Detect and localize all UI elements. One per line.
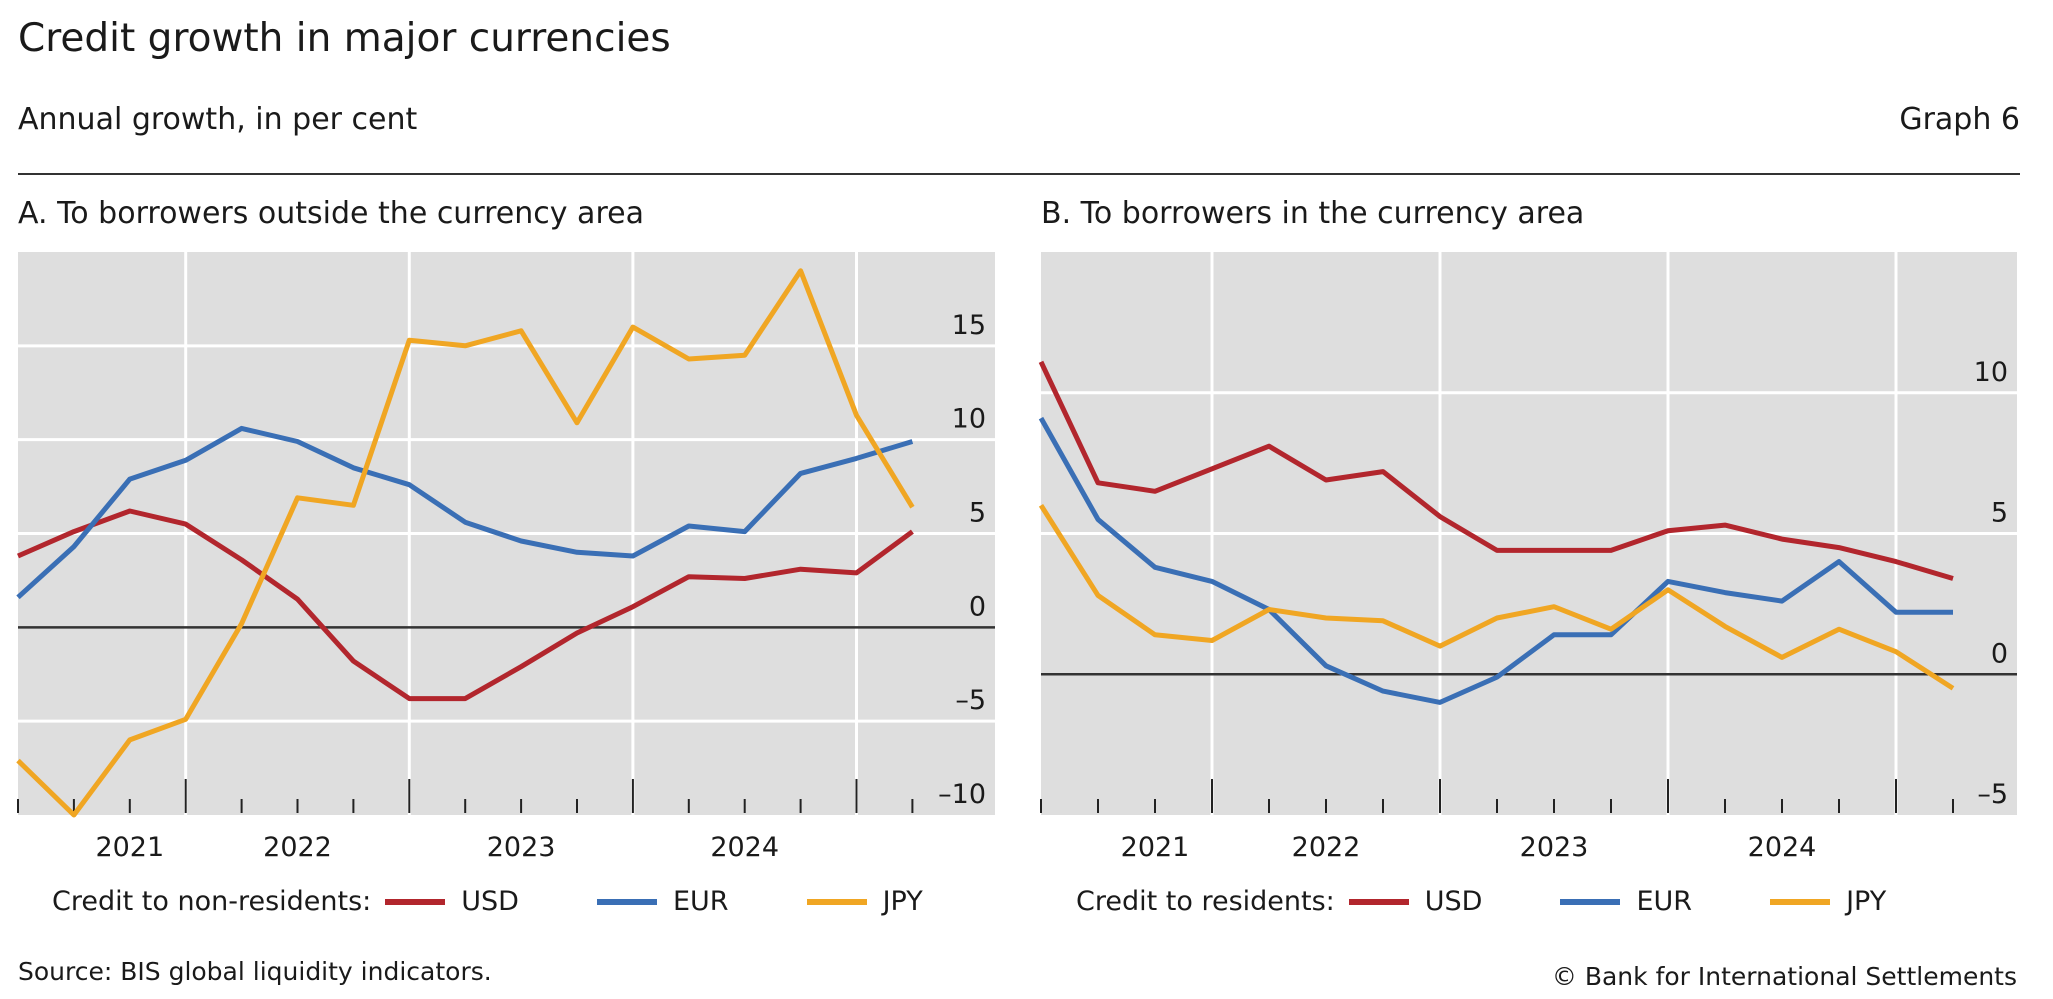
copyright-note: © Bank for International Settlements [1551, 962, 2017, 991]
x-year-label: 2022 [1292, 832, 1361, 863]
y-tick-label: 5 [1991, 498, 2008, 529]
legend-panel-b: Credit to residents: USD EUR JPY [1076, 886, 1964, 917]
y-tick-label: 10 [1974, 357, 2008, 388]
legend-a-usd-label: USD [461, 886, 519, 917]
x-year-label: 2023 [487, 832, 556, 863]
graph-number: Graph 6 [1899, 102, 2020, 137]
legend-a-jpy-label: JPY [882, 886, 923, 917]
series-line-eur [1038, 416, 1953, 705]
x-year-label: 2022 [263, 832, 332, 863]
legend-b-eur-label: EUR [1636, 886, 1693, 917]
panel-b-title: B. To borrowers in the currency area [1041, 196, 1585, 231]
x-year-label: 2023 [1520, 832, 1589, 863]
series-line-usd [1038, 360, 1954, 581]
y-tick-label: –10 [938, 779, 986, 810]
legend-b-usd-label: USD [1424, 886, 1483, 917]
header-rule [18, 173, 2020, 175]
y-tick-label: –5 [955, 685, 986, 716]
y-tick-label: 10 [952, 404, 986, 435]
legend-a-label: Credit to non-residents: [52, 886, 372, 917]
y-tick-label: 5 [969, 498, 986, 529]
y-tick-label: 15 [952, 310, 986, 341]
x-year-label: 2021 [95, 832, 164, 863]
chart-subtitle: Annual growth, in per cent [18, 102, 418, 137]
source-note: Source: BIS global liquidity indicators. [18, 957, 492, 986]
x-year-label: 2024 [710, 832, 779, 863]
y-tick-label: –5 [1977, 779, 2008, 810]
legend-b-jpy-label: JPY [1846, 886, 1887, 917]
y-tick-label: 0 [1991, 638, 2008, 669]
legend-a-usd-swatch [385, 898, 446, 905]
panel-a-plot: –10 –5 0 5 10 15 2021 2022 2023 2024 [16, 252, 995, 863]
panel-b-plot: –5 0 5 10 2021 2022 2023 2024 [1038, 252, 2017, 863]
legend-a-eur-swatch [596, 898, 657, 905]
x-year-label: 2021 [1121, 832, 1190, 863]
legend-b-jpy-swatch [1770, 898, 1831, 905]
panel-a-title: A. To borrowers outside the currency are… [18, 196, 644, 231]
legend-a-eur-label: EUR [672, 886, 729, 917]
series-line-eur [16, 425, 914, 600]
series-line-usd [16, 508, 914, 702]
x-year-label: 2024 [1748, 832, 1817, 863]
chart-title: Credit growth in major currencies [18, 16, 671, 61]
legend-b-usd-swatch [1348, 898, 1409, 905]
y-tick-label: 0 [969, 591, 986, 622]
series-line-jpy [1038, 503, 1955, 691]
legend-panel-a: Credit to non-residents: USD EUR JPY [52, 886, 1001, 917]
series-line-jpy [16, 268, 915, 818]
legend-b-label: Credit to residents: [1076, 886, 1335, 917]
legend-a-jpy-swatch [806, 898, 867, 905]
legend-b-eur-swatch [1560, 898, 1621, 905]
